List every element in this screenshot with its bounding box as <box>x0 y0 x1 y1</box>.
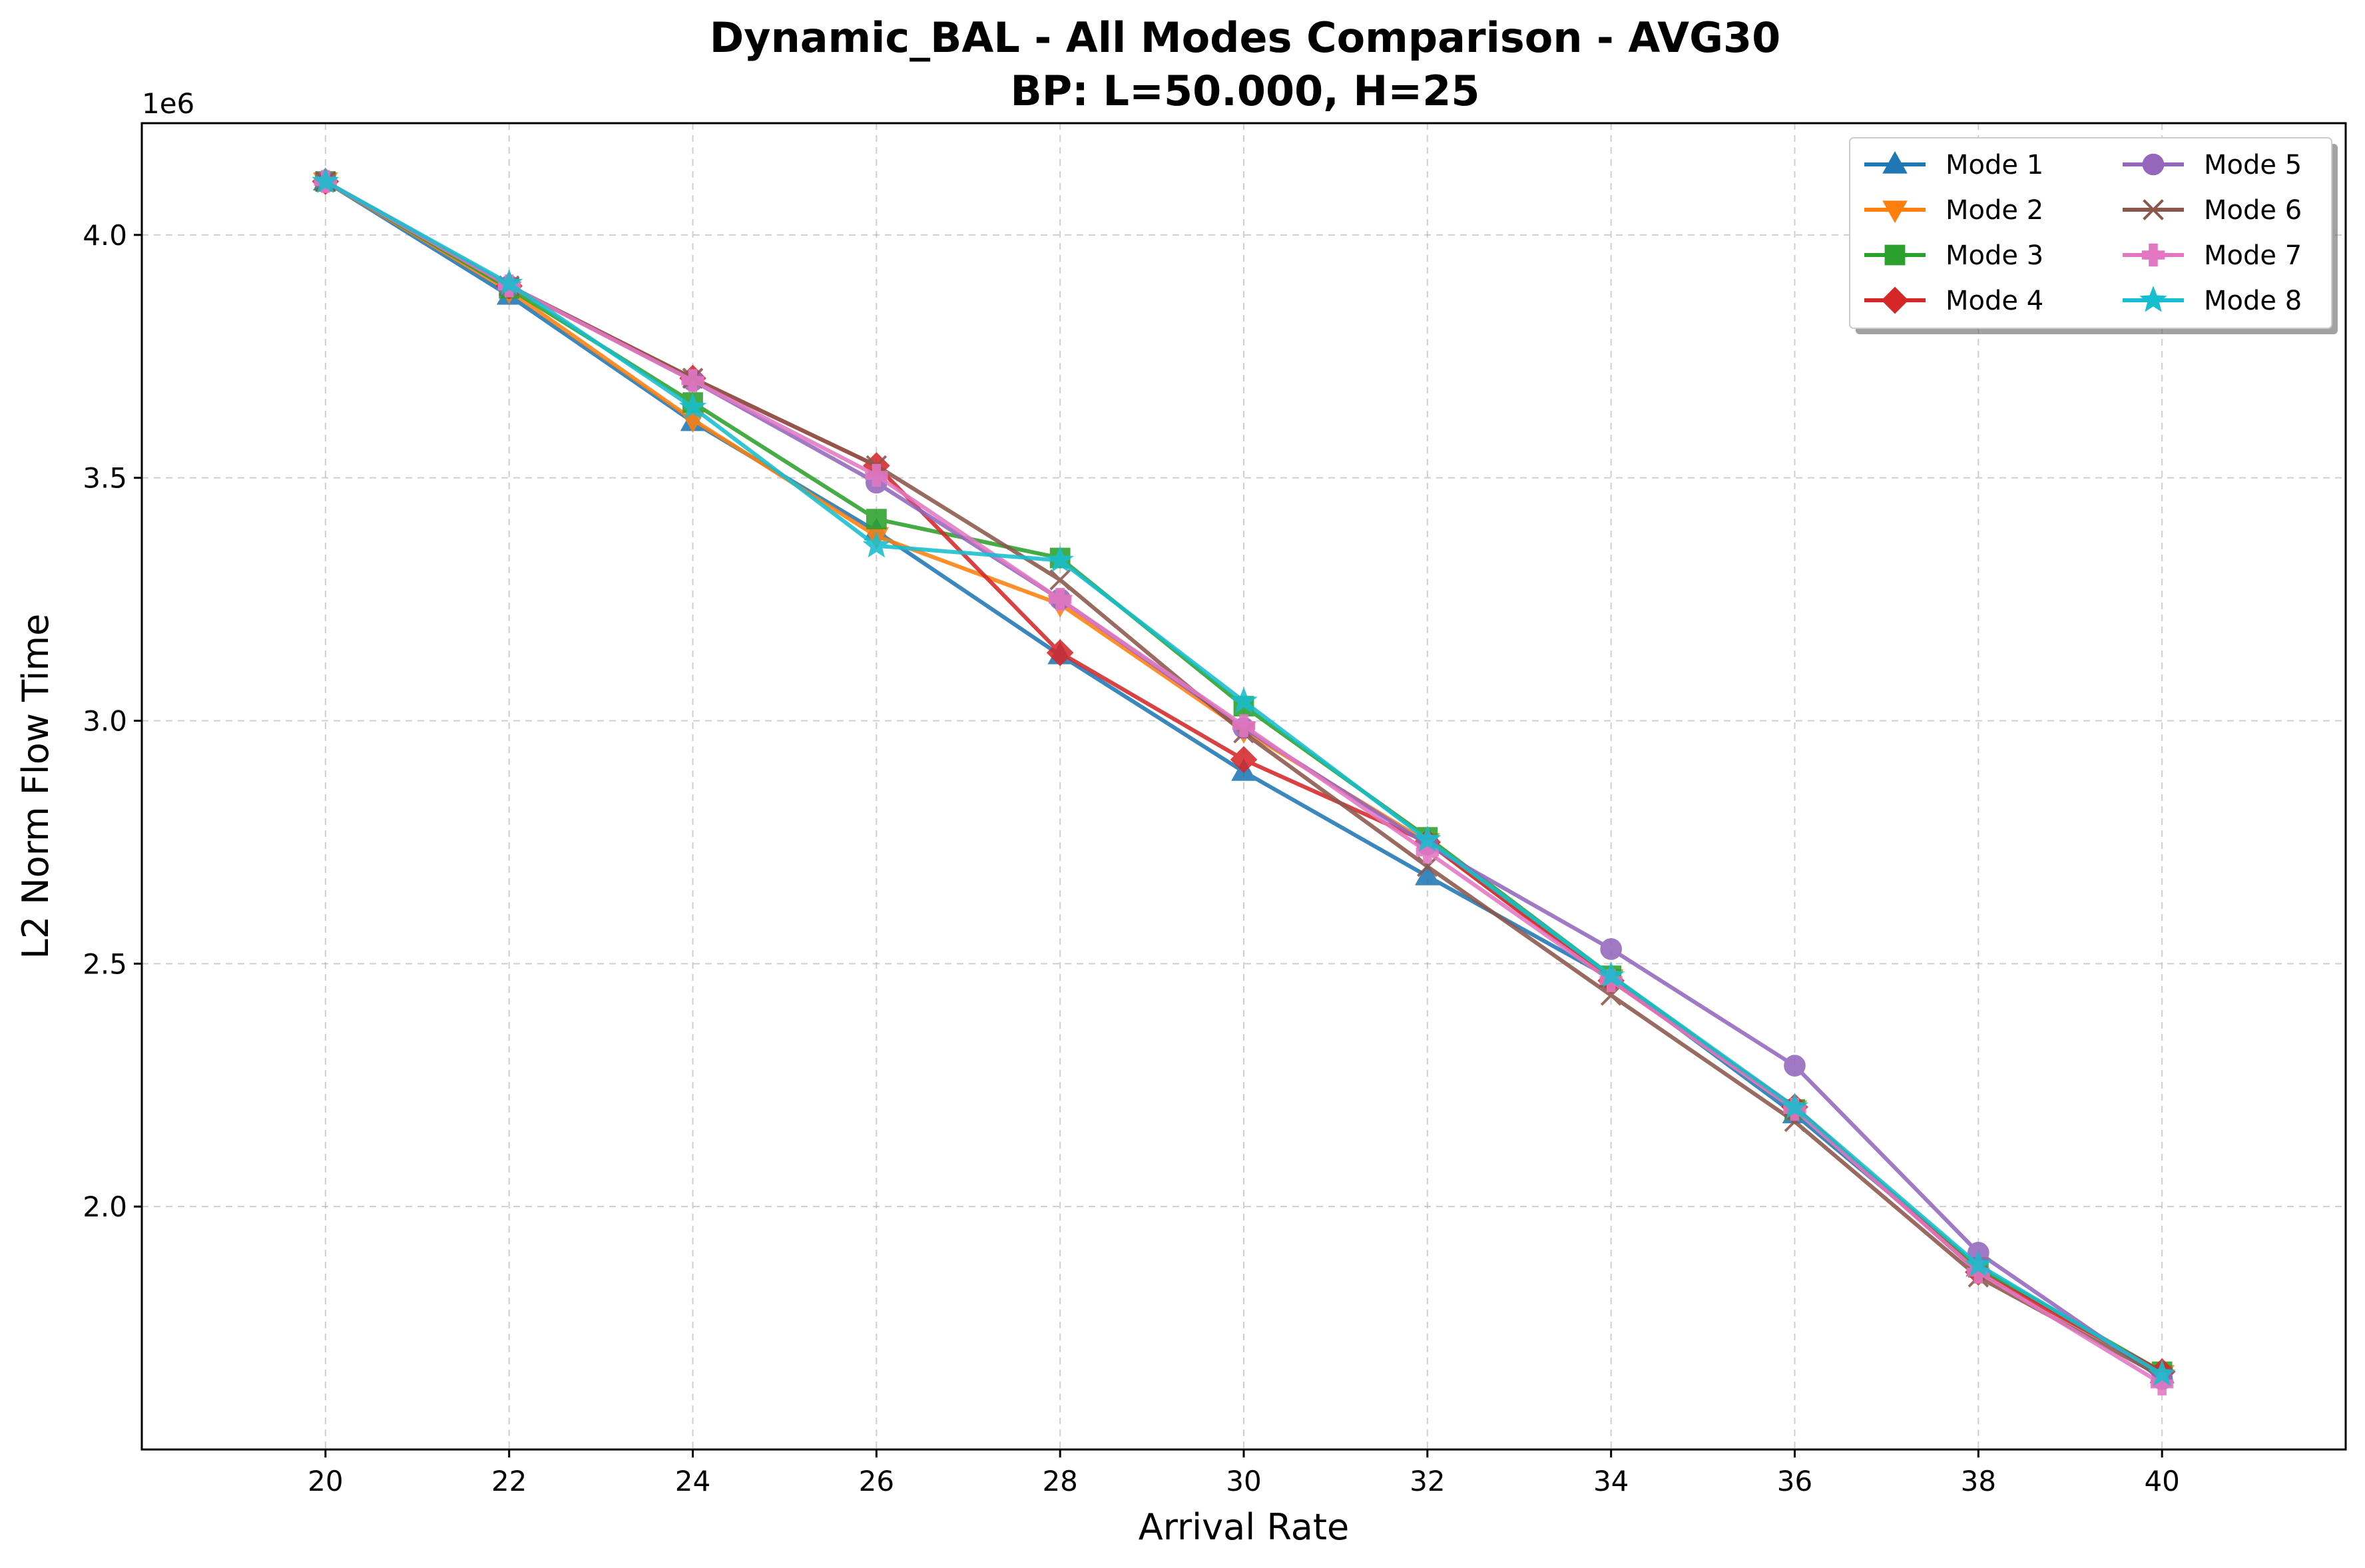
data-point <box>678 393 707 419</box>
x-tick-label: 24 <box>675 1465 710 1497</box>
data-point <box>1597 961 1625 988</box>
x-tick-label: 32 <box>1410 1465 1445 1497</box>
data-point <box>866 509 887 530</box>
x-tick-label: 22 <box>491 1465 527 1497</box>
data-point <box>1230 746 1258 774</box>
legend-marker <box>2143 199 2164 220</box>
data-point <box>1600 984 1622 1006</box>
x-tick-label: 34 <box>1593 1465 1629 1497</box>
series-mode-8 <box>312 166 2176 1386</box>
legend-label: Mode 2 <box>1946 195 2043 226</box>
legend-marker <box>1882 150 1908 174</box>
data-point <box>681 369 704 392</box>
data-point <box>1780 1092 1809 1119</box>
legend-label: Mode 1 <box>1946 150 2043 180</box>
data-point <box>1784 1055 1806 1077</box>
x-tick-label: 26 <box>859 1465 894 1497</box>
legend-label: Mode 7 <box>2204 240 2302 271</box>
y-tick-label: 3.5 <box>83 462 127 495</box>
legend: Mode 1 Mode 2 Mode 3 Mode 4 Mode 5 Mode 6 Mode… <box>1849 137 2338 334</box>
legend-marker <box>2142 153 2165 176</box>
legend-marker <box>1881 286 1909 314</box>
y-axis-label: L2 Norm Flow Time <box>15 614 57 959</box>
legend-item: Mode 5 <box>2123 150 2302 180</box>
data-point <box>1046 639 1074 666</box>
legend-item: Mode 6 <box>2123 195 2302 226</box>
legend-label: Mode 5 <box>2204 150 2302 180</box>
y-tick-label: 2.0 <box>83 1190 127 1223</box>
data-point <box>1415 862 1440 886</box>
data-point <box>1600 938 1622 960</box>
data-point <box>1414 825 1442 852</box>
x-tick-label: 36 <box>1777 1465 1812 1497</box>
data-point <box>1417 856 1438 878</box>
data-point <box>495 269 523 296</box>
x-axis: 20 22 24 26 28 30 32 34 36 38 40 <box>308 1449 2180 1497</box>
legend-item: Mode 2 <box>1864 195 2043 226</box>
legend-marker <box>1882 200 1908 224</box>
legend-marker <box>2139 286 2167 312</box>
data-point <box>312 166 340 194</box>
data-point <box>1232 714 1256 737</box>
chart-subtitle: BP: L=50.000, H=25 <box>1010 67 1479 115</box>
legend-label: Mode 4 <box>1946 286 2043 316</box>
legend-marker <box>2141 243 2165 267</box>
y-tick-label: 4.0 <box>83 219 127 252</box>
data-point <box>1046 546 1074 573</box>
legend-label: Mode 3 <box>1946 240 2043 271</box>
y-tick-label: 3.0 <box>83 704 127 737</box>
legend-item: Mode 3 <box>1864 240 2043 271</box>
y-multiplier-label: 1e6 <box>142 87 194 120</box>
data-point <box>865 463 888 487</box>
legend-label: Mode 6 <box>2204 195 2302 226</box>
chart-title: Dynamic_BAL - All Modes Comparison - AVG… <box>710 13 1781 62</box>
legend-item: Mode 8 <box>2123 286 2302 316</box>
series-mode-7 <box>314 170 2174 1396</box>
legend-marker <box>1884 244 1906 266</box>
x-tick-label: 28 <box>1042 1465 1077 1497</box>
legend-box <box>1849 137 2332 329</box>
legend-label: Mode 8 <box>2204 286 2302 316</box>
data-point <box>862 531 890 558</box>
y-axis: 2.0 2.5 3.0 3.5 4.0 <box>83 219 142 1223</box>
data-point <box>2148 1360 2176 1386</box>
x-tick-label: 30 <box>1226 1465 1261 1497</box>
x-tick-label: 20 <box>308 1465 343 1497</box>
y-tick-label: 2.5 <box>83 947 127 980</box>
data-point <box>1230 686 1258 713</box>
legend-item: Mode 7 <box>2123 240 2302 271</box>
legend-item: Mode 1 <box>1864 150 2043 180</box>
legend-item: Mode 4 <box>1864 286 2043 316</box>
data-point <box>1964 1250 1992 1277</box>
x-tick-label: 38 <box>1961 1465 1996 1497</box>
x-tick-label: 40 <box>2144 1465 2179 1497</box>
x-axis-label: Arrival Rate <box>1139 1506 1349 1548</box>
series-layer <box>312 166 2176 1396</box>
data-point <box>1049 569 1071 591</box>
data-point <box>1048 587 1072 611</box>
